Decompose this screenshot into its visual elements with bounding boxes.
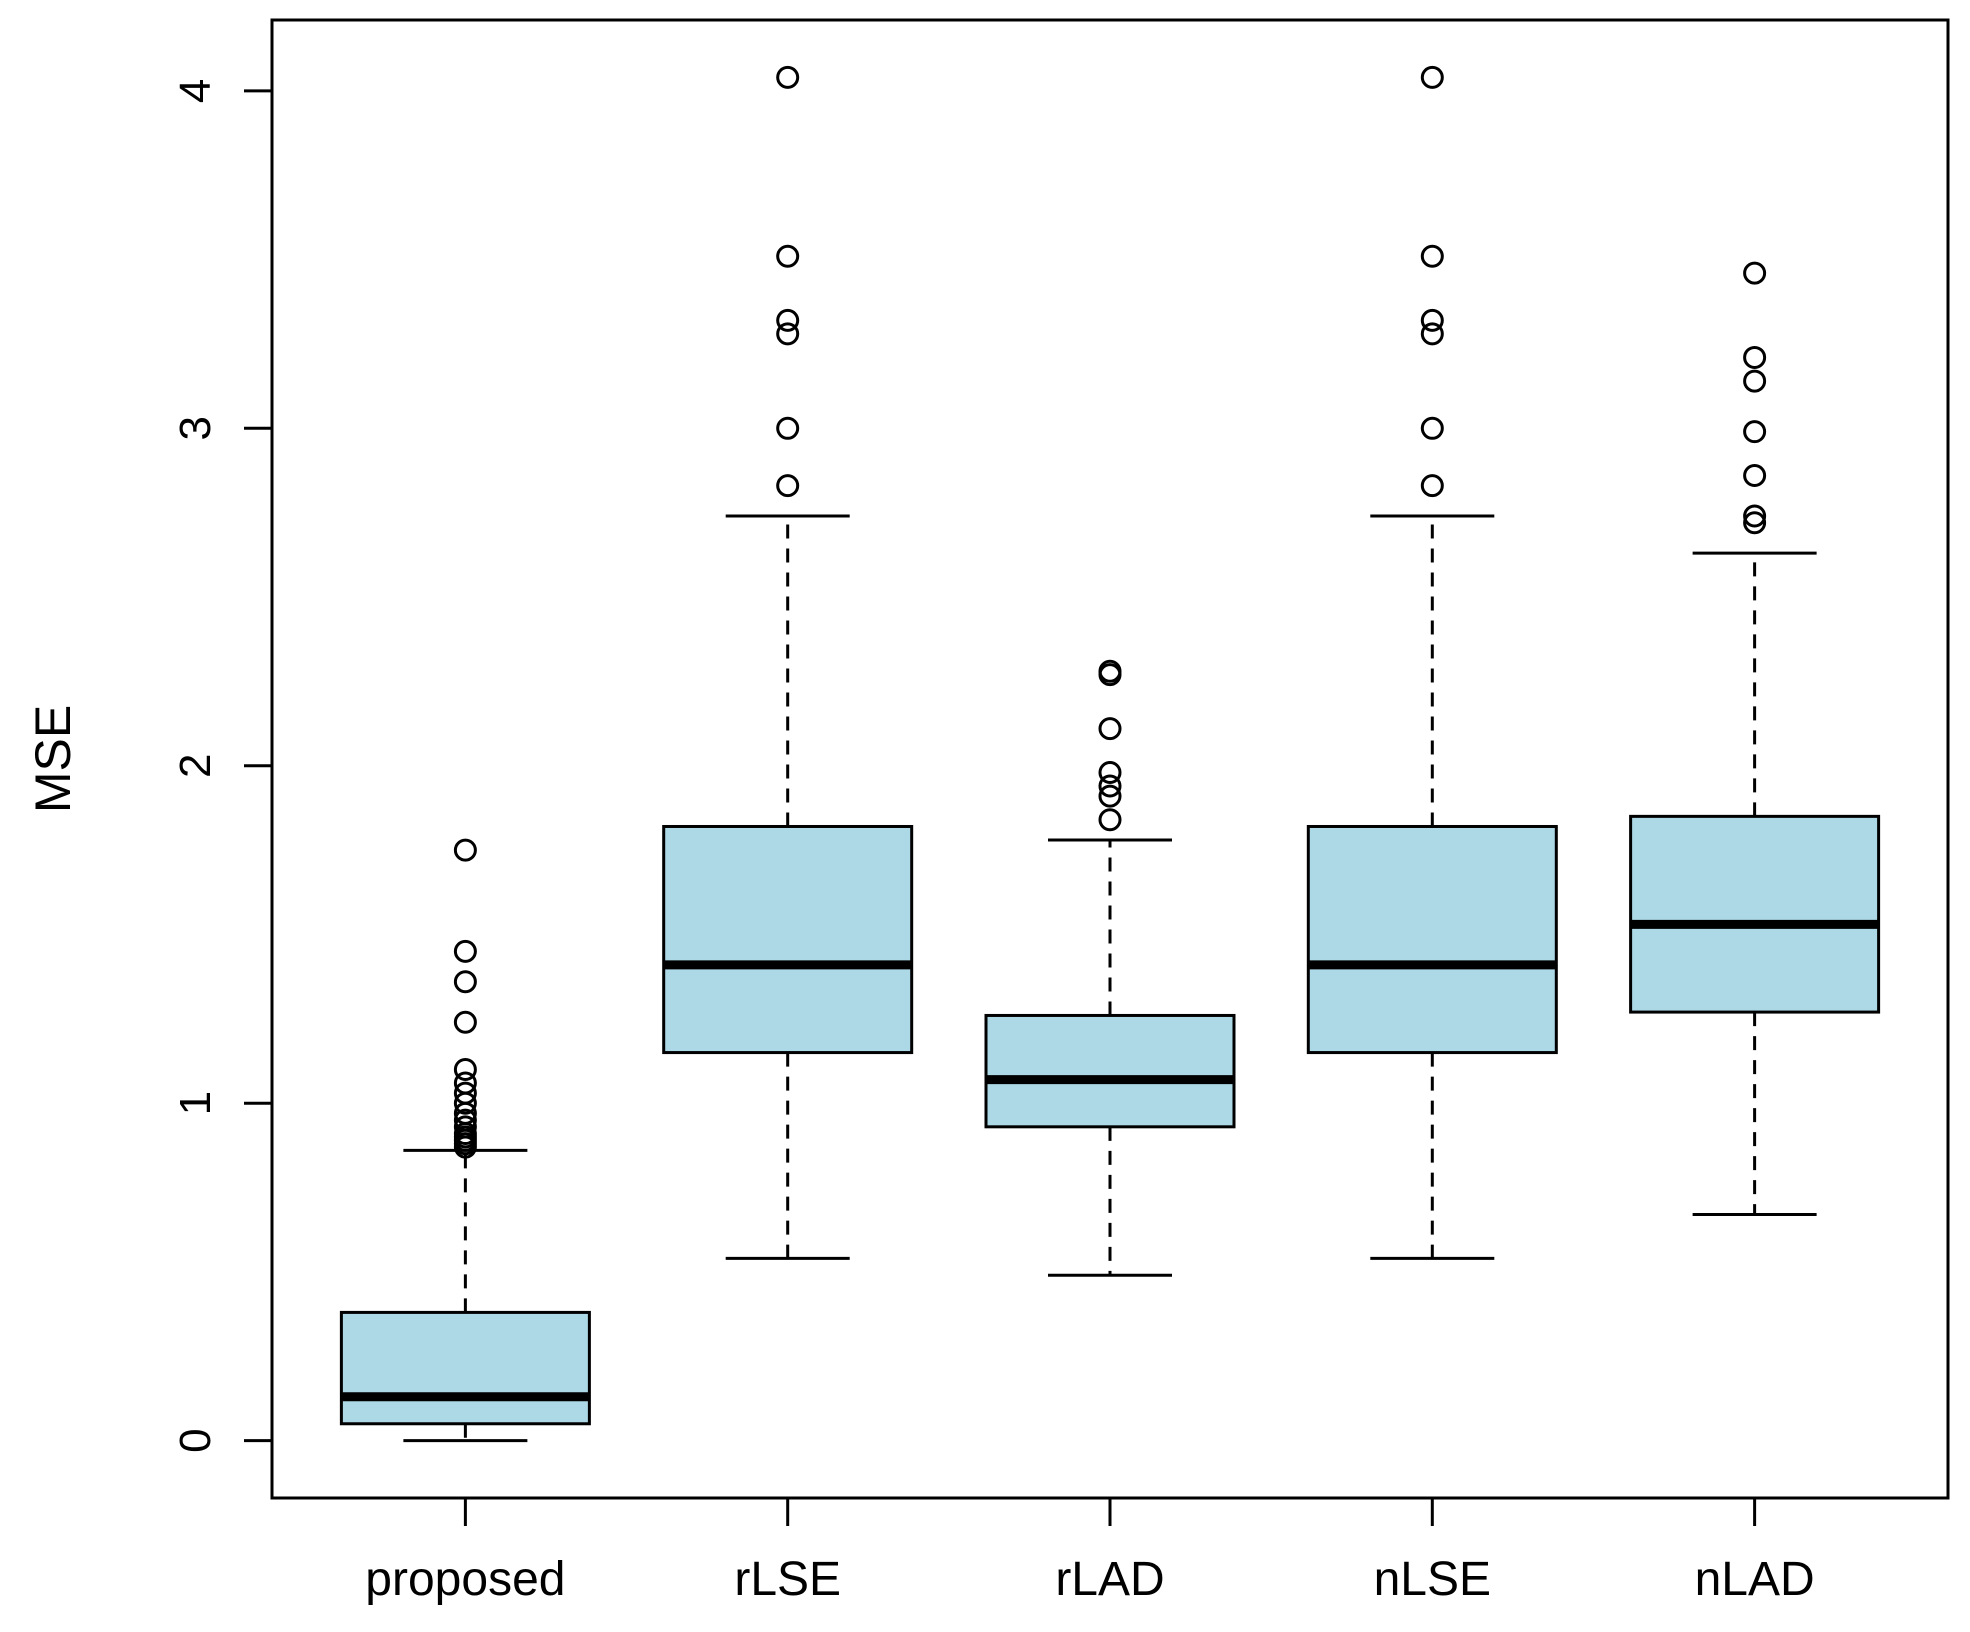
outlier-point: [776, 244, 800, 268]
y-axis-label: MSE: [25, 705, 81, 813]
outlier-point: [1743, 420, 1767, 444]
outlier-point: [453, 1135, 477, 1159]
outlier-point: [776, 308, 800, 332]
outlier-point: [776, 474, 800, 498]
outlier-point: [1420, 416, 1444, 440]
outlier-point: [1098, 717, 1122, 741]
y-tick-label: 3: [171, 416, 220, 440]
iqr-box: [662, 824, 914, 1055]
outlier-point: [776, 416, 800, 440]
iqr-box: [1306, 824, 1558, 1055]
y-tick-label: 0: [171, 1428, 220, 1452]
box-series: [339, 65, 1881, 1443]
y-tick-label: 4: [171, 79, 220, 103]
x-tick-label: nLAD: [1695, 1553, 1815, 1606]
outlier-point: [1743, 464, 1767, 488]
outlier-point: [1098, 784, 1122, 808]
x-tick-label: proposed: [365, 1553, 565, 1606]
y-tick-label: 2: [171, 754, 220, 778]
outlier-point: [453, 1057, 477, 1081]
outlier-point: [453, 1010, 477, 1034]
iqr-box: [1629, 814, 1881, 1014]
outlier-point: [1098, 663, 1122, 687]
y-tick-label: 1: [171, 1091, 220, 1115]
outlier-point: [1420, 308, 1444, 332]
outlier-point: [1743, 511, 1767, 535]
outlier-point: [1420, 322, 1444, 346]
box-proposed: [339, 838, 591, 1443]
outlier-point: [1098, 760, 1122, 784]
outlier-point: [453, 970, 477, 994]
outlier-point: [1420, 244, 1444, 268]
outlier-point: [1420, 474, 1444, 498]
outlier-point: [1743, 369, 1767, 393]
outlier-point: [453, 838, 477, 862]
x-tick-label: rLSE: [734, 1553, 841, 1606]
x-axis: proposed rLSE rLAD nLSE nLAD: [365, 1498, 1815, 1606]
outlier-point: [453, 1091, 477, 1115]
outlier-point: [1098, 774, 1122, 798]
outlier-point: [453, 939, 477, 963]
outlier-point: [1743, 345, 1767, 369]
box-nLAD: [1629, 261, 1881, 1217]
box-rLAD: [984, 659, 1236, 1277]
outlier-point: [1420, 65, 1444, 89]
iqr-box: [984, 1013, 1236, 1129]
outlier-point: [776, 322, 800, 346]
y-axis: 0 1 2 3 4: [171, 79, 272, 1453]
outlier-point: [1098, 808, 1122, 832]
outlier-point: [776, 65, 800, 89]
box-rLSE: [662, 65, 914, 1260]
outlier-point: [1743, 261, 1767, 285]
iqr-box: [339, 1310, 591, 1426]
outlier-point: [1743, 504, 1767, 528]
x-tick-label: nLSE: [1374, 1553, 1491, 1606]
x-tick-label: rLAD: [1055, 1553, 1164, 1606]
box-nLSE: [1306, 65, 1558, 1260]
